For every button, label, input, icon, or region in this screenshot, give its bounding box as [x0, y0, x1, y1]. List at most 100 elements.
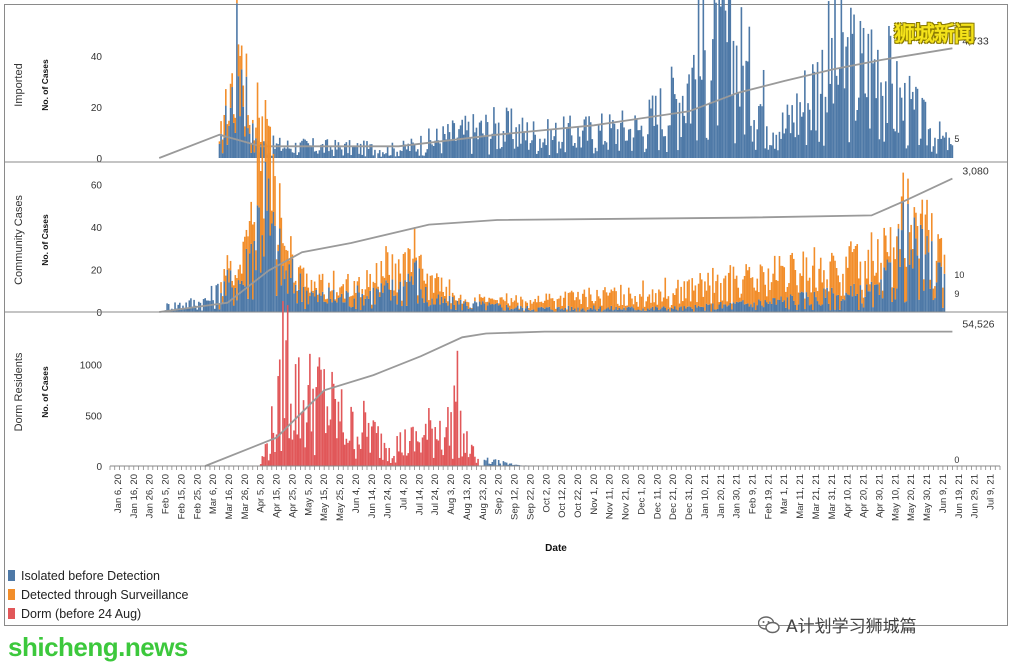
bar	[507, 464, 509, 466]
bar	[734, 143, 736, 158]
bar	[245, 229, 248, 249]
y-tick-label: 0	[96, 308, 102, 319]
bar	[267, 460, 270, 466]
bar	[750, 278, 752, 305]
bar	[667, 308, 670, 312]
last-value-label: 5	[954, 134, 959, 144]
bar	[932, 288, 935, 301]
bar	[482, 301, 484, 312]
bar	[777, 280, 779, 300]
bar	[810, 130, 813, 158]
bar	[919, 224, 922, 312]
wechat-icon	[758, 615, 780, 633]
bar	[340, 389, 343, 466]
bar	[267, 125, 270, 179]
bar	[545, 293, 548, 308]
bar	[838, 309, 841, 312]
bar	[497, 305, 500, 312]
bar	[791, 105, 793, 158]
bar	[236, 3, 238, 158]
bar	[640, 125, 643, 158]
bar	[751, 141, 754, 158]
bar	[816, 62, 819, 158]
bar	[721, 300, 724, 309]
bar	[732, 266, 735, 303]
bar	[166, 303, 168, 312]
bar	[570, 290, 573, 307]
bar	[512, 139, 514, 158]
bar	[356, 281, 359, 286]
bar	[556, 299, 559, 308]
bar	[367, 287, 370, 299]
bar	[431, 298, 433, 312]
bar	[351, 145, 354, 158]
bar	[851, 33, 854, 158]
bar	[899, 266, 901, 312]
bar	[865, 284, 868, 312]
bar	[236, 0, 238, 4]
bar	[434, 278, 437, 305]
bar	[196, 309, 199, 312]
bar	[735, 45, 738, 159]
bar	[935, 260, 938, 283]
x-tick-label: Nov 1, 20	[589, 474, 600, 515]
bar	[256, 205, 259, 312]
bar	[386, 461, 389, 466]
bar	[880, 82, 882, 158]
bar	[574, 143, 576, 158]
bar	[854, 295, 857, 312]
bar	[767, 268, 770, 304]
bar	[785, 291, 787, 308]
bar	[783, 300, 786, 312]
bar	[247, 236, 249, 299]
bar	[248, 253, 251, 312]
bar	[648, 294, 651, 310]
bar	[421, 268, 424, 299]
bar	[397, 289, 400, 312]
bar	[666, 151, 668, 158]
bar	[700, 79, 703, 158]
bar	[670, 305, 673, 308]
bar	[378, 296, 381, 312]
bar	[653, 310, 655, 312]
bar	[865, 97, 868, 158]
bar	[629, 307, 632, 312]
bar	[432, 145, 435, 158]
bar	[393, 148, 395, 158]
x-tick-label: Dec 11, 20	[652, 474, 663, 519]
bar	[792, 258, 795, 301]
x-tick-label: Nov 11, 20	[605, 474, 616, 519]
bar	[726, 301, 728, 307]
bar	[201, 310, 203, 312]
bar	[696, 140, 698, 158]
bar	[861, 53, 863, 158]
bar	[489, 464, 492, 466]
bar	[524, 140, 527, 158]
bar	[907, 178, 909, 205]
bar	[758, 292, 760, 300]
bar	[664, 277, 667, 308]
bar	[489, 298, 492, 305]
bar	[916, 255, 919, 312]
x-tick-label: May 5, 20	[303, 474, 314, 516]
bar	[712, 39, 714, 158]
bar	[900, 196, 903, 231]
bar	[708, 304, 711, 312]
x-tick-label: Sep 12, 20	[510, 474, 521, 520]
bar	[786, 104, 789, 158]
bar	[410, 138, 413, 158]
bar	[862, 307, 865, 312]
bar	[480, 304, 483, 312]
bar	[792, 300, 795, 312]
y-tick-label: 60	[91, 181, 103, 192]
bar	[808, 277, 811, 306]
bar	[929, 128, 931, 158]
bar	[288, 264, 291, 312]
bar	[375, 288, 378, 312]
bar	[220, 293, 222, 312]
bar	[716, 125, 719, 158]
bar	[827, 291, 830, 304]
bar	[700, 306, 703, 312]
bar	[547, 119, 549, 158]
bar	[715, 309, 717, 312]
